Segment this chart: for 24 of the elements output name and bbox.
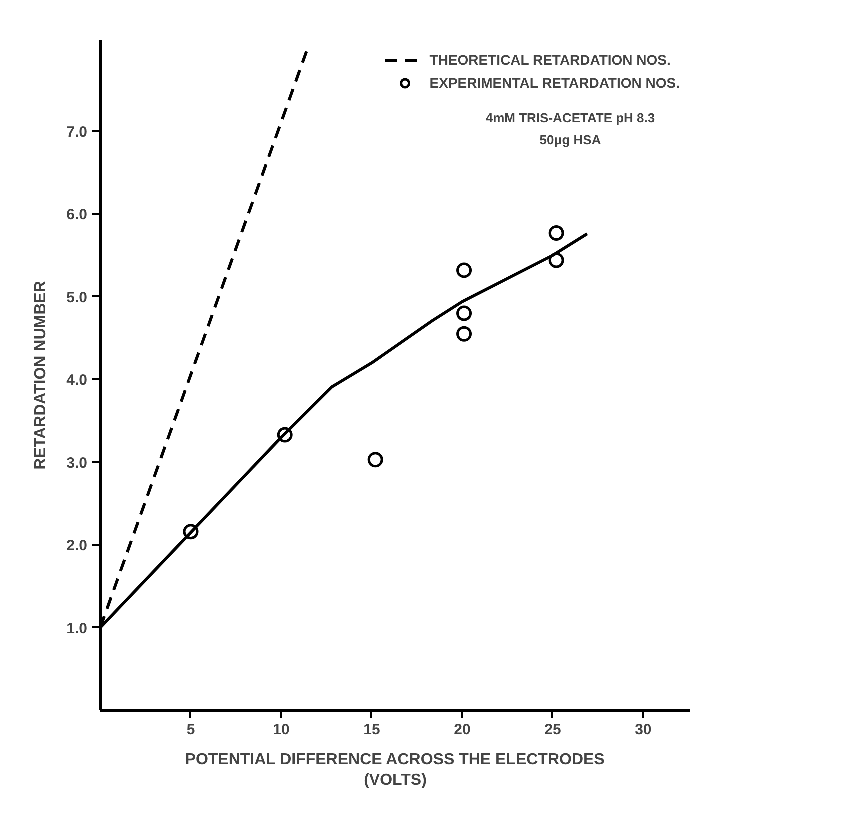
x-axis-title: POTENTIAL DIFFERENCE ACROSS THE ELECTRODES (VOLTS) — [185, 752, 606, 789]
y-tick-label: 6.0 — [66, 206, 88, 224]
point — [456, 306, 472, 322]
x-tick-label: 5 — [186, 722, 196, 738]
x-tick-label: 15 — [364, 722, 380, 738]
y-tick-label: 4.0 — [66, 372, 88, 390]
y-axis-title: RETARDATION NUMBER — [32, 280, 50, 470]
x-tick-label: 20 — [454, 722, 471, 738]
y-tick-label: 2.0 — [66, 538, 88, 555]
point — [368, 452, 384, 468]
point — [456, 326, 472, 342]
annotation: 4mM TRIS-ACETATE pH 8.3 — [486, 110, 656, 126]
x-tick-label: 10 — [273, 722, 290, 738]
annotation: 50μg HSA — [540, 132, 602, 148]
y-tick-label: 3.0 — [66, 454, 88, 472]
y-tick-label: 1.0 — [66, 620, 88, 638]
x-tick-label: 25 — [544, 722, 562, 738]
point — [456, 262, 472, 278]
legend-label: THEORETICAL RETARDATION NOS. — [430, 52, 671, 68]
legend-label: EXPERIMENTAL RETARDATION NOS. — [430, 75, 680, 91]
point — [548, 225, 564, 241]
y-tick-label: 5.0 — [66, 289, 88, 306]
x-tick-label: 30 — [635, 722, 652, 738]
y-tick-label: 7.0 — [66, 124, 88, 141]
